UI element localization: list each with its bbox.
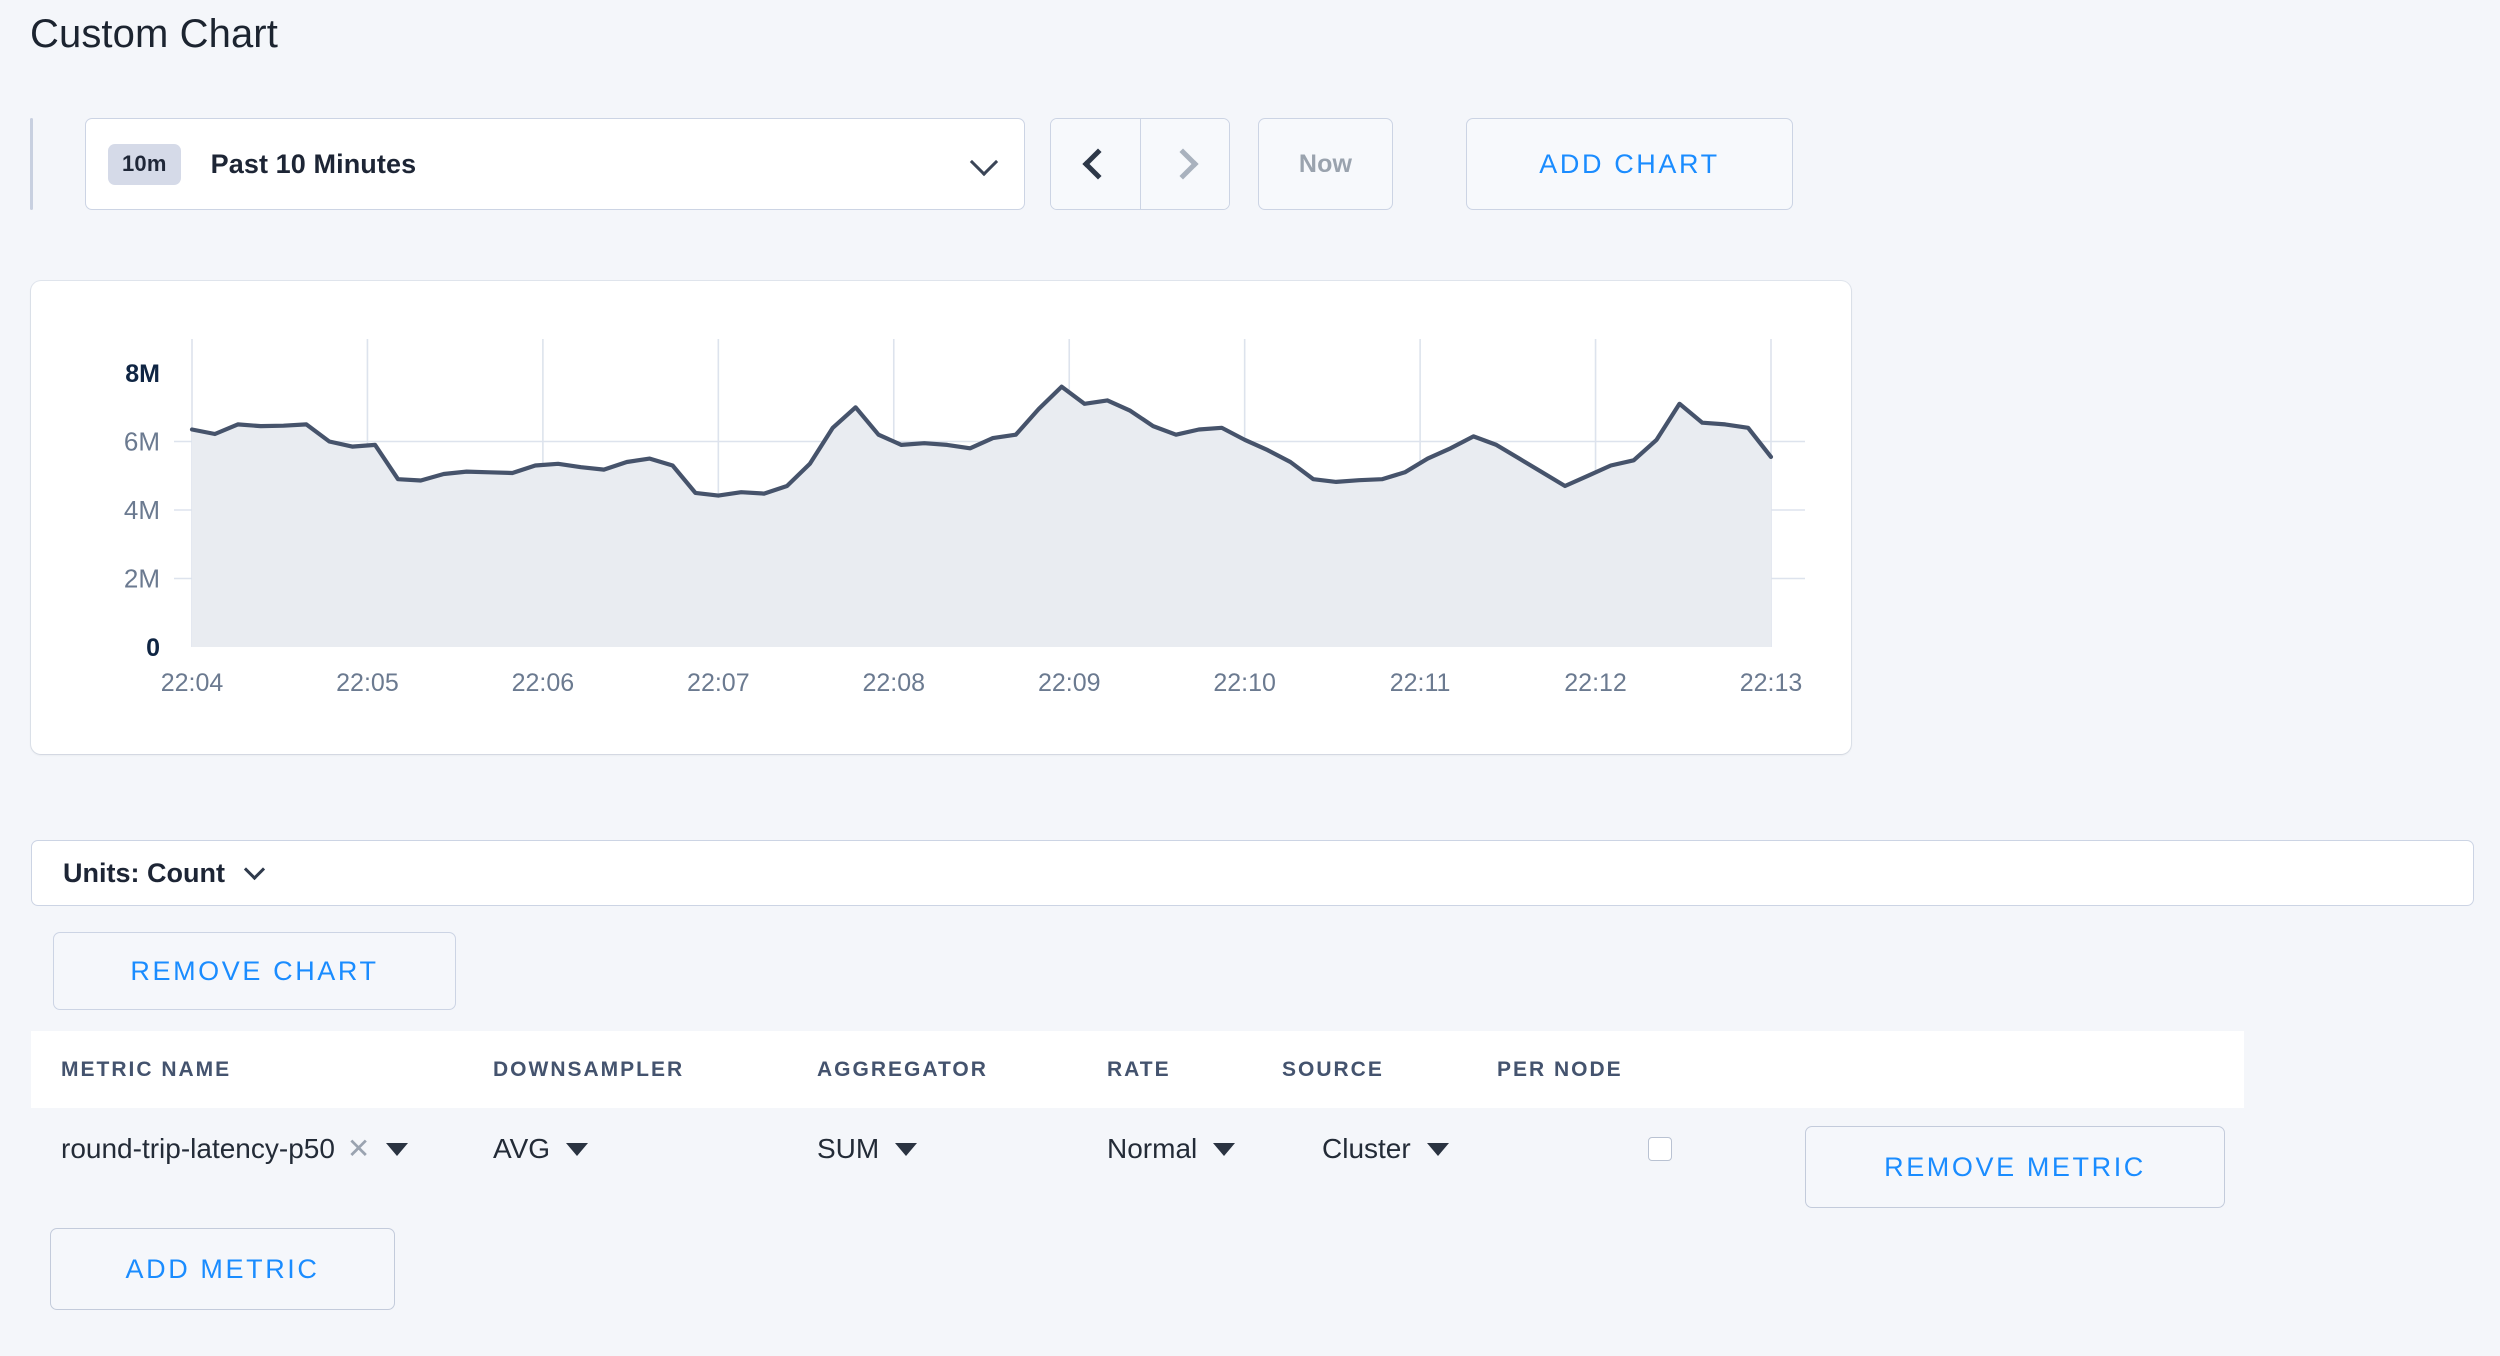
- aggregator-value: SUM: [817, 1133, 880, 1164]
- units-label: Units: Count: [63, 857, 225, 888]
- downsampler-select[interactable]: AVG: [493, 1133, 817, 1165]
- remove-metric-button[interactable]: REMOVE METRIC: [1805, 1126, 2225, 1208]
- now-button[interactable]: Now: [1258, 118, 1393, 210]
- add-chart-button[interactable]: ADD CHART: [1466, 118, 1793, 210]
- table-row: round-trip-latency-p50 ✕ AVG SUM Normal …: [31, 1108, 2244, 1190]
- column-header-downsampler: DOWNSAMPLER: [493, 1057, 685, 1081]
- time-range-label: Past 10 Minutes: [210, 148, 417, 179]
- x-axis-tick-label: 22:12: [1564, 669, 1627, 697]
- x-axis-tick-label: 22:11: [1390, 669, 1451, 697]
- x-axis-tick-label: 22:05: [336, 669, 399, 697]
- time-range-select[interactable]: 10m Past 10 Minutes: [85, 118, 1025, 210]
- per-node-checkbox[interactable]: [1648, 1137, 1672, 1161]
- page-title: Custom Chart: [30, 12, 278, 56]
- x-axis-tick-label: 22:06: [512, 669, 575, 697]
- toolbar-divider: [30, 118, 33, 210]
- chevron-down-icon: [1213, 1142, 1236, 1156]
- x-axis-tick-label: 22:04: [161, 669, 224, 697]
- chevron-right-icon: [1167, 148, 1199, 180]
- chevron-down-icon: [243, 858, 266, 881]
- per-node-checkbox-cell: [1600, 1137, 1720, 1161]
- remove-chart-button[interactable]: REMOVE CHART: [53, 932, 456, 1010]
- column-header-rate: RATE: [1107, 1057, 1171, 1081]
- next-range-button[interactable]: [1140, 119, 1229, 209]
- timeseries-chart[interactable]: 8M 6M 4M 2M 0 22:04 22:05 22:06 22:07 22:08 22:09…: [31, 281, 1851, 754]
- chevron-down-icon: [1426, 1142, 1449, 1156]
- y-axis-tick-label: 2M: [124, 564, 160, 594]
- chevron-down-icon: [386, 1142, 409, 1156]
- chart-area-fill: [192, 386, 1771, 647]
- column-header-aggregator: AGGREGATOR: [817, 1057, 988, 1081]
- time-range-badge: 10m: [108, 143, 181, 185]
- x-axis-tick-label: 22:07: [687, 669, 750, 697]
- chart-line: [189, 384, 1774, 498]
- aggregator-select[interactable]: SUM: [817, 1133, 1107, 1165]
- close-icon[interactable]: ✕: [346, 1133, 371, 1164]
- metric-name-value: round-trip-latency-p50: [61, 1133, 335, 1164]
- column-header-metric-name: METRIC NAME: [61, 1057, 232, 1081]
- source-value: Cluster: [1322, 1133, 1411, 1164]
- y-axis-tick-label: 6M: [124, 427, 160, 457]
- chevron-down-icon: [969, 147, 999, 177]
- x-axis-tick-label: 22:13: [1740, 669, 1803, 697]
- chart-card: 8M 6M 4M 2M 0 22:04 22:05 22:06 22:07 22:08 22:09…: [31, 281, 1851, 754]
- source-select[interactable]: Cluster: [1322, 1133, 1600, 1165]
- chevron-left-icon: [1081, 148, 1114, 180]
- column-header-per-node: PER NODE: [1497, 1057, 1623, 1081]
- chart-toolbar: 10m Past 10 Minutes Now ADD CHART: [30, 118, 1793, 210]
- x-axis-tick-label: 22:09: [1038, 669, 1101, 697]
- add-metric-button[interactable]: ADD METRIC: [50, 1228, 395, 1310]
- y-axis-tick-label: 4M: [124, 495, 160, 525]
- prev-range-button[interactable]: [1051, 119, 1140, 209]
- chart-y-axis-labels: 8M 6M 4M 2M 0: [124, 360, 160, 662]
- metrics-table-header: METRIC NAME DOWNSAMPLER AGGREGATOR RATE …: [31, 1031, 2244, 1108]
- rate-select[interactable]: Normal: [1107, 1133, 1322, 1165]
- downsampler-value: AVG: [493, 1133, 551, 1164]
- x-axis-tick-label: 22:08: [862, 669, 925, 697]
- y-axis-tick-label: 8M: [125, 360, 160, 388]
- chart-x-axis-labels: 22:04 22:05 22:06 22:07 22:08 22:09 22:10 22:11…: [161, 669, 1803, 697]
- x-axis-tick-label: 22:10: [1213, 669, 1276, 697]
- units-select[interactable]: Units: Count: [31, 840, 2474, 906]
- y-axis-tick-label: 0: [146, 634, 160, 662]
- rate-value: Normal: [1107, 1133, 1198, 1164]
- column-header-source: SOURCE: [1282, 1057, 1384, 1081]
- time-nav-group: [1050, 118, 1230, 210]
- chevron-down-icon: [566, 1142, 589, 1156]
- chevron-down-icon: [895, 1142, 918, 1156]
- metric-name-select[interactable]: round-trip-latency-p50 ✕: [31, 1133, 493, 1165]
